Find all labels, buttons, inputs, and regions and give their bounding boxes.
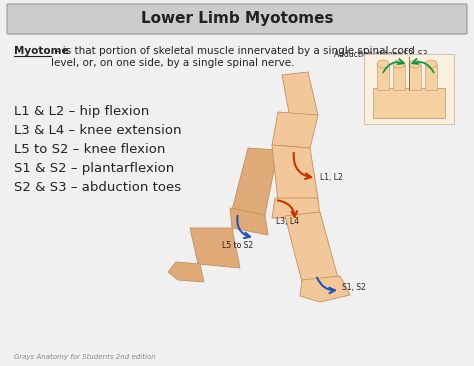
Polygon shape (377, 65, 389, 90)
Polygon shape (425, 65, 437, 90)
Polygon shape (232, 148, 278, 215)
Ellipse shape (425, 60, 437, 68)
Polygon shape (272, 198, 320, 218)
Polygon shape (272, 112, 318, 148)
FancyBboxPatch shape (7, 4, 467, 34)
Text: Grays Anatomy for Students 2nd edition: Grays Anatomy for Students 2nd edition (14, 354, 156, 360)
Text: – is that portion of skeletal muscle innervated by a single spinal cord
level, o: – is that portion of skeletal muscle inn… (51, 46, 415, 68)
Polygon shape (300, 276, 350, 302)
Polygon shape (393, 65, 405, 90)
Ellipse shape (409, 60, 421, 68)
Ellipse shape (393, 60, 405, 68)
Polygon shape (190, 228, 240, 268)
FancyBboxPatch shape (364, 54, 454, 124)
Text: S2 & S3 – abduction toes: S2 & S3 – abduction toes (14, 181, 181, 194)
Polygon shape (409, 65, 421, 90)
Polygon shape (285, 212, 338, 282)
Polygon shape (282, 72, 318, 118)
Text: S1 & S2 – plantarflexion: S1 & S2 – plantarflexion (14, 162, 174, 175)
Polygon shape (272, 145, 318, 202)
Polygon shape (168, 262, 204, 282)
Text: L1 & L2 – hip flexion: L1 & L2 – hip flexion (14, 105, 149, 118)
Text: L3 & L4 – knee extension: L3 & L4 – knee extension (14, 124, 182, 137)
Text: L3, L4: L3, L4 (276, 217, 299, 226)
Ellipse shape (377, 60, 389, 68)
Text: L5 to S2: L5 to S2 (222, 241, 253, 250)
Polygon shape (230, 208, 268, 235)
Text: Adduction of toes S2, S3: Adduction of toes S2, S3 (334, 50, 428, 59)
Text: Lower Limb Myotomes: Lower Limb Myotomes (141, 11, 333, 26)
Text: L5 to S2 – knee flexion: L5 to S2 – knee flexion (14, 143, 165, 156)
Text: Myotome: Myotome (14, 46, 69, 56)
Text: S1, S2: S1, S2 (342, 283, 366, 292)
Polygon shape (373, 88, 445, 118)
Text: L1, L2: L1, L2 (320, 173, 343, 182)
